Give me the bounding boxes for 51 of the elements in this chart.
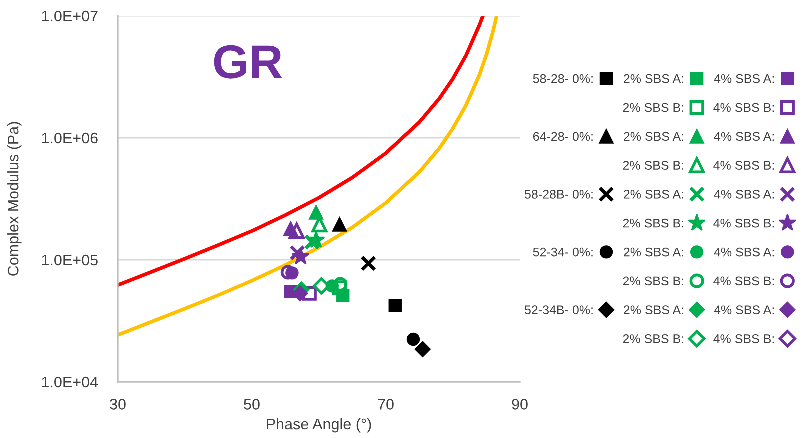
y-tick-label: 1.0E+05	[42, 254, 98, 266]
legend-label: 4% SBS A:	[714, 74, 774, 84]
legend-label: 4% SBS A:	[714, 306, 774, 314]
y-tick-label: 1.0E+07	[42, 10, 98, 22]
y-tick-label: 1.0E+04	[42, 376, 98, 388]
point	[307, 230, 326, 248]
legend-label: 2% SBS A:	[624, 74, 684, 84]
point	[332, 217, 348, 232]
legend-label: 52-34- 0%:	[533, 248, 593, 257]
legend-label: 2% SBS B:	[623, 218, 684, 228]
legend-label: 2% SBS B:	[623, 103, 684, 112]
point	[332, 280, 348, 296]
x-tick-label: 90	[512, 399, 528, 410]
y-tick-label: 1.0E+06	[42, 132, 98, 144]
point	[360, 256, 376, 272]
legend-label: 4% SBS B:	[714, 161, 774, 170]
point	[290, 245, 306, 261]
legend-label: 2% SBS B:	[623, 276, 684, 286]
point	[309, 205, 324, 220]
legend-label: 2% SBS B:	[623, 334, 684, 344]
legend-label: 4% SBS B:	[714, 218, 774, 228]
legend-label: 64-28- 0%:	[533, 132, 593, 142]
legend-label: 58-28B- 0%:	[525, 190, 593, 199]
point	[302, 286, 317, 301]
point	[406, 332, 420, 346]
legend-label: 4% SBS A:	[714, 248, 774, 257]
x-tick-label: 70	[378, 399, 394, 410]
legend-label: 4% SBS B:	[714, 334, 774, 344]
legend-label: 2% SBS B:	[623, 161, 684, 170]
legend-label: 4% SBS B:	[714, 276, 774, 286]
line-series	[118, 16, 498, 337]
point	[388, 299, 402, 313]
legend-label: 4% SBS A:	[714, 132, 774, 142]
y-axis-title: Complex Modulus (Pa)	[8, 122, 22, 276]
point	[292, 248, 310, 265]
legend-label: 2% SBS A:	[624, 190, 684, 199]
line-series	[118, 16, 485, 288]
point	[414, 341, 431, 358]
x-axis-title: Phase Angle (°)	[267, 418, 372, 433]
legend-label: 2% SBS A:	[624, 132, 684, 142]
point	[288, 222, 305, 239]
legend-label: 4% SBS A:	[714, 190, 774, 199]
legend-label: 2% SBS A:	[624, 248, 684, 257]
chart-title: GR	[214, 45, 282, 79]
legend-label: 2% SBS A:	[624, 306, 684, 314]
legend-label: 52-34B- 0%:	[525, 306, 593, 314]
legend-label: 4% SBS B:	[714, 103, 774, 112]
legend-label: 58-28- 0%:	[533, 74, 593, 84]
x-tick-label: 30	[110, 399, 126, 410]
point	[304, 234, 320, 250]
x-tick-label: 50	[244, 399, 260, 410]
